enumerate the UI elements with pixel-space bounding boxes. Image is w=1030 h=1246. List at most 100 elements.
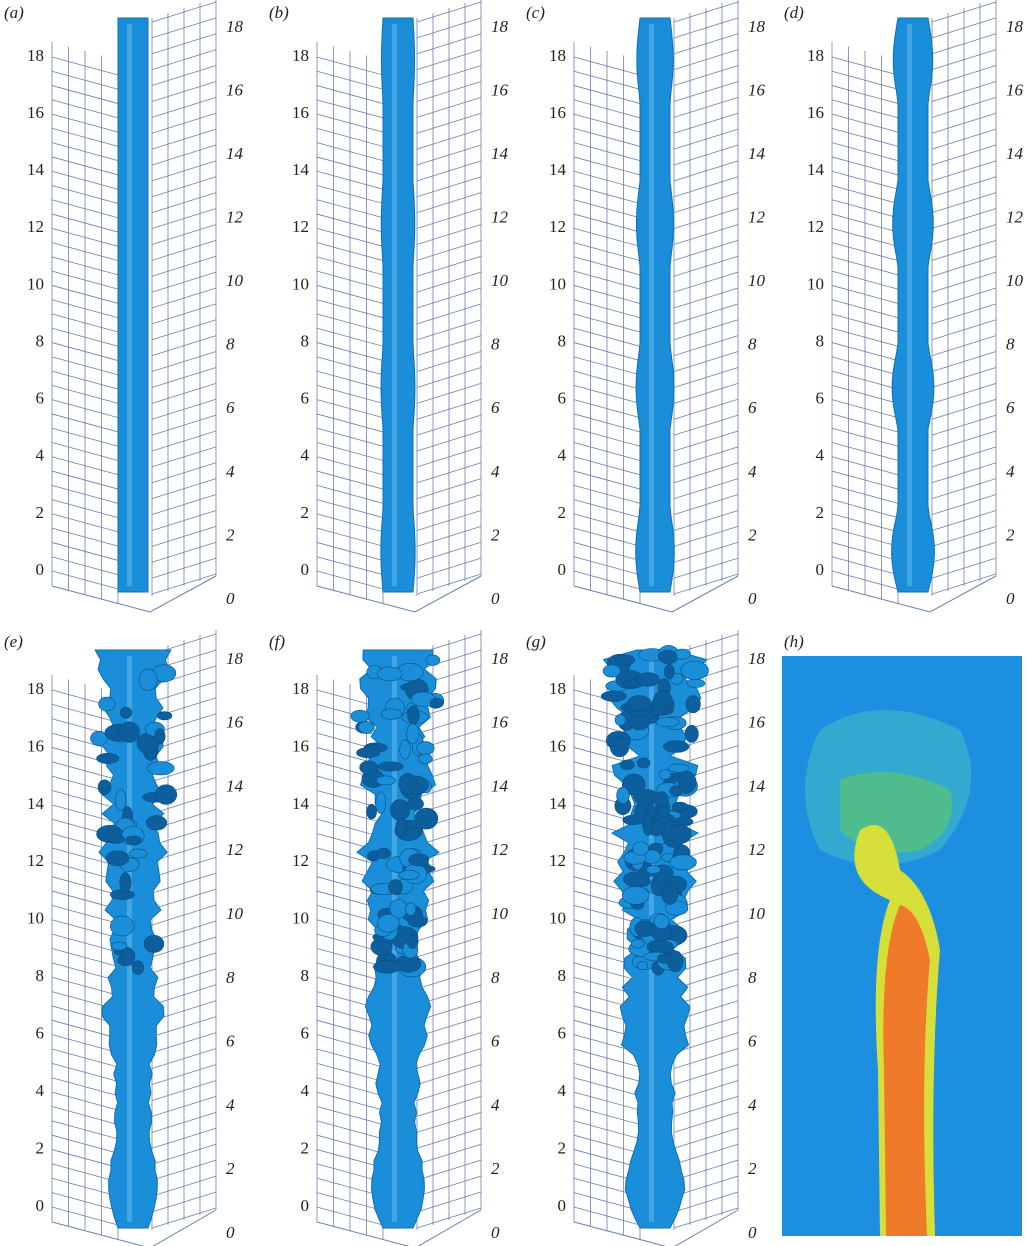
left-tick-label: 16 (27, 736, 44, 755)
vortex-blob (376, 775, 396, 786)
left-tick-label: 12 (549, 851, 566, 870)
vortex-blob (684, 725, 699, 743)
right-tick-label: 8 (491, 335, 500, 354)
vortex-blob (399, 739, 411, 760)
vortex-blob (651, 704, 665, 717)
vortex-blob (600, 690, 627, 702)
vortex-blob (646, 865, 661, 874)
left-tick-label: 14 (549, 160, 567, 179)
vortex-blob (653, 914, 670, 930)
panel-label: (b) (269, 3, 289, 22)
panel-label: (f) (269, 632, 285, 651)
left-tick-label: 2 (36, 1138, 45, 1157)
vortex-blob (658, 769, 672, 780)
vortex-blob (138, 668, 158, 691)
right-tick-label: 10 (748, 904, 766, 923)
panel-label: (a) (4, 3, 24, 22)
jet (380, 17, 416, 593)
left-tick-label: 4 (36, 1081, 45, 1100)
vortex-blob (636, 961, 649, 971)
right-tick-label: 2 (491, 525, 500, 544)
vortex-blob (416, 741, 435, 756)
right-tick-label: 2 (748, 525, 757, 544)
right-tick-label: 16 (748, 80, 766, 99)
right-tick-label: 6 (226, 1032, 235, 1051)
right-tick-label: 4 (748, 1095, 757, 1114)
vortex-blob (131, 960, 145, 975)
vortex-blob (614, 714, 626, 726)
vortex-blob (156, 711, 173, 721)
left-tick-label: 14 (27, 160, 45, 179)
left-tick-label: 6 (36, 389, 45, 408)
right-tick-label: 14 (226, 776, 244, 795)
left-tick-label: 2 (301, 503, 310, 522)
right-tick-label: 4 (226, 462, 235, 481)
right-tick-label: 2 (226, 525, 235, 544)
vortex-blob (121, 947, 136, 966)
vortex-blob (405, 902, 417, 916)
vortex-blob (376, 666, 403, 682)
left-tick-label: 0 (36, 560, 45, 579)
right-tick-label: 14 (491, 776, 509, 795)
vortex-blob (111, 941, 128, 951)
left-tick-label: 4 (816, 446, 825, 465)
panel: (c) 0 2 4 6 8 10 12 14 16 18 0 2 4 6 8 10 12 14 16 18 (526, 0, 766, 613)
vortex-blob (143, 935, 165, 953)
vortex-blob (358, 721, 375, 734)
left-tick-label: 8 (301, 966, 310, 985)
panel: (e) 0 2 4 6 8 10 12 14 16 18 0 2 4 6 8 10 12 14 16 18 (4, 630, 244, 1246)
left-tick-label: 4 (301, 1081, 310, 1100)
right-tick-label: 10 (491, 271, 509, 290)
left-tick-label: 4 (558, 446, 567, 465)
right-tick-label: 6 (491, 398, 500, 417)
right-tick-label: 8 (226, 968, 235, 987)
left-tick-label: 10 (27, 909, 44, 928)
right-tick-label: 8 (226, 335, 235, 354)
vortex-blob (616, 786, 630, 804)
left-tick-label: 14 (807, 160, 825, 179)
left-tick-label: 6 (301, 389, 310, 408)
left-tick-label: 10 (292, 909, 309, 928)
right-tick-label: 16 (491, 80, 509, 99)
left-tick-label: 6 (36, 1024, 45, 1043)
right-tick-label: 14 (748, 144, 766, 163)
panel-label: (h) (784, 632, 804, 651)
vortex-blob (373, 960, 401, 974)
left-tick-label: 0 (36, 1196, 45, 1215)
plume-core (883, 905, 930, 1236)
right-tick-label: 18 (226, 17, 244, 36)
right-tick-label: 10 (226, 904, 244, 923)
vortex-blob (406, 723, 420, 745)
left-tick-label: 8 (558, 966, 567, 985)
right-tick-label: 2 (491, 1159, 500, 1178)
right-tick-label: 6 (748, 398, 757, 417)
left-tick-label: 8 (36, 966, 45, 985)
vortex-blob (622, 773, 646, 796)
panel-label: (e) (4, 632, 23, 651)
right-tick-label: 14 (226, 144, 244, 163)
left-tick-label: 8 (558, 331, 567, 350)
left-tick-label: 0 (558, 1196, 567, 1215)
vortex-blob (398, 773, 417, 795)
right-tick-label: 6 (1006, 398, 1015, 417)
left-tick-label: 8 (816, 331, 825, 350)
left-tick-label: 10 (549, 909, 566, 928)
left-tick-label: 14 (549, 794, 567, 813)
vortex-blob (90, 730, 108, 746)
left-tick-label: 2 (301, 1138, 310, 1157)
vortex-blob (635, 672, 660, 687)
vortex-blob (406, 797, 424, 811)
vortex-blob (128, 848, 148, 859)
vortex-blob (107, 834, 126, 844)
left-tick-label: 18 (27, 679, 44, 698)
right-tick-label: 6 (748, 1032, 757, 1051)
floor (51, 575, 217, 613)
left-tick-label: 12 (549, 217, 566, 236)
left-tick-label: 8 (301, 331, 310, 350)
vortex-blob (414, 807, 439, 830)
left-tick-label: 18 (292, 46, 309, 65)
right-tick-label: 8 (748, 335, 757, 354)
vortex-blob (97, 779, 112, 795)
vortex-blob (366, 803, 377, 820)
